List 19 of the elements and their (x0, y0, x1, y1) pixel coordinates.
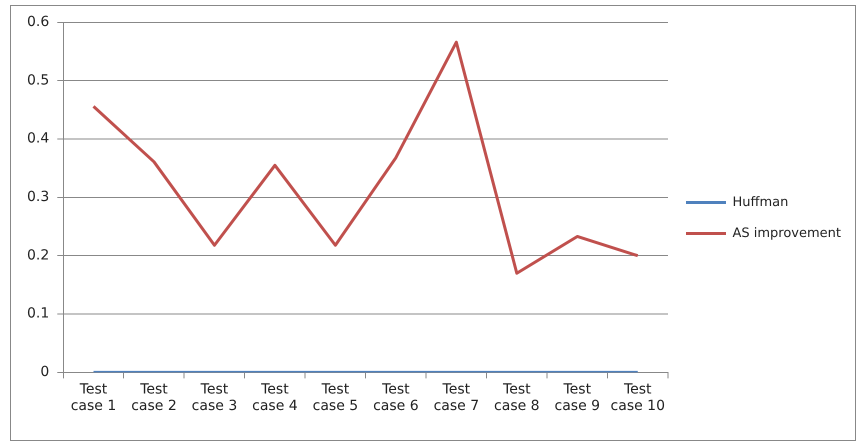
y-tick-label: 0.3 (27, 189, 50, 206)
x-tick-label: Test case 4 (252, 381, 298, 414)
x-tick-label: Test case 5 (312, 381, 358, 414)
x-tick-label: Test case 6 (373, 381, 419, 414)
x-tick-label: Test case 3 (192, 381, 238, 414)
y-tick-label: 0.6 (27, 14, 50, 30)
x-tick-label: Test case 2 (131, 381, 177, 414)
y-tick-label: 0 (40, 364, 50, 380)
y-tick-label: 0.1 (27, 306, 50, 322)
x-tick-label: Test case 9 (554, 381, 600, 414)
y-tick-label: 0.2 (27, 247, 50, 264)
y-tick-label: 0.4 (27, 130, 50, 147)
legend-label: Huffman (732, 194, 788, 210)
x-tick-label: Test case 7 (434, 381, 480, 414)
x-tick-label: Test case 1 (70, 381, 116, 414)
x-tick-label: Test case 10 (610, 381, 665, 414)
legend-label: AS improvement (732, 226, 842, 241)
y-tick-label: 0.5 (27, 72, 50, 88)
x-tick-label: Test case 8 (494, 381, 540, 414)
